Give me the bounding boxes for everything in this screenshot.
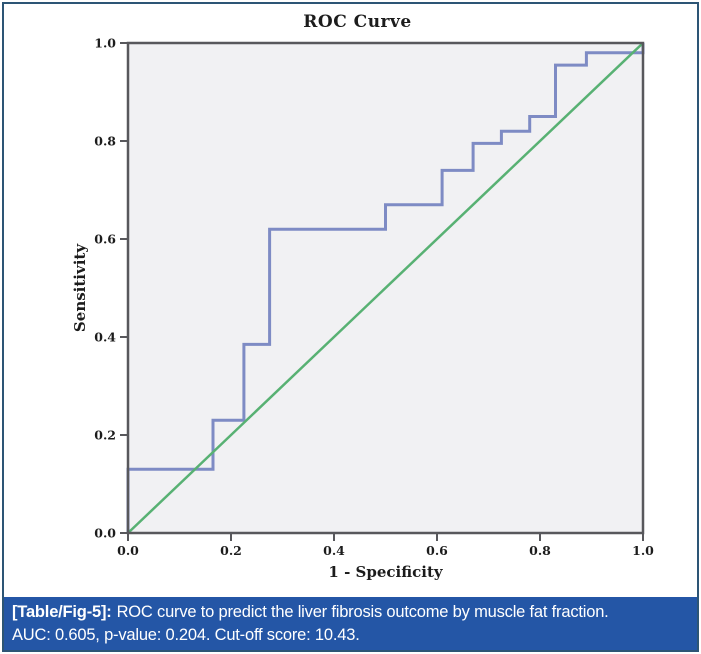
x-tick-label: 0.0 (117, 543, 139, 558)
y-axis-label: Sensitivity (71, 243, 89, 333)
roc-chart-canvas: 0.0 0.2 0.4 0.6 0.8 1.0 0.0 0.2 0.4 0.6 0.8 1.0 (94, 36, 654, 559)
y-tick-label: 0.6 (94, 232, 116, 247)
x-tick-label: 1.0 (632, 543, 654, 558)
x-tick-label: 0.8 (529, 543, 551, 558)
roc-curve-line (126, 43, 645, 533)
caption-text: ROC curve to predict the liver fibrosis … (116, 603, 609, 621)
y-tick-label: 0.2 (94, 428, 116, 443)
plot-frame (126, 41, 645, 535)
x-tick-label: 0.4 (323, 543, 345, 558)
y-tick-label: 1.0 (94, 36, 116, 51)
y-tick-label: 0.0 (94, 526, 116, 541)
caption-line-1: [Table/Fig-5]: ROC curve to predict the l… (12, 601, 698, 624)
chart-title: ROC Curve (303, 12, 412, 32)
caption-label: [Table/Fig-5]: (12, 603, 112, 621)
caption-stats: AUC: 0.605, p-value: 0.204. Cut-off scor… (12, 626, 360, 644)
y-tick-label: 0.4 (94, 330, 116, 345)
x-tick-label: 0.2 (220, 543, 242, 558)
figure-caption: [Table/Fig-5]: ROC curve to predict the l… (3, 597, 698, 651)
x-axis-label: 1 - Specificity (328, 563, 443, 581)
x-tick-label: 0.6 (426, 543, 448, 558)
y-tick-label: 0.8 (94, 134, 116, 149)
reference-diagonal-line (127, 42, 644, 534)
